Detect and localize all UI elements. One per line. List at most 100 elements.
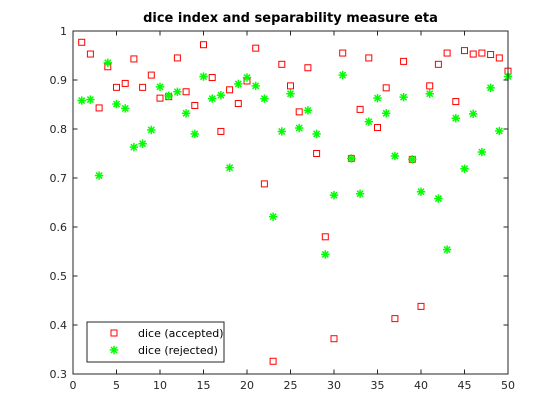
rejected-point — [155, 82, 165, 92]
accepted-point — [487, 51, 495, 59]
rejected-point — [138, 139, 147, 148]
x-tick-label: 50 — [501, 379, 515, 392]
ticks-layer: 0 5 10 15 20 25 30 35 40 45 50 0.3 0.4 0.5 0.6 0.7 0.8 0.… — [50, 25, 516, 392]
rejected-point — [303, 106, 313, 115]
rejected-point — [486, 83, 495, 93]
legend: dice (accepted) dice (rejected) — [86, 321, 225, 363]
x-tick-label: 15 — [197, 379, 211, 392]
accepted-point — [173, 54, 181, 62]
rejected-point — [268, 212, 278, 221]
accepted-point — [269, 357, 277, 365]
rejected-point — [390, 151, 400, 161]
accepted-point — [313, 150, 321, 157]
accepted-point — [321, 233, 329, 241]
accepted-point — [478, 49, 486, 57]
rejected-point — [173, 87, 182, 96]
accepted-point — [113, 83, 120, 91]
rejected-point — [216, 90, 226, 100]
accepted-point — [461, 47, 468, 55]
rejected-point — [112, 99, 121, 109]
x-tick-label: 20 — [240, 379, 254, 392]
accepted-point — [182, 88, 190, 96]
accepted-point — [452, 98, 460, 106]
rejected-point — [364, 117, 373, 126]
y-tick-label: 1 — [60, 25, 67, 38]
x-tick-label: 10 — [153, 379, 167, 392]
legend-label: dice (accepted) — [138, 327, 224, 340]
rejected-point — [416, 187, 426, 196]
rejected-point — [277, 127, 286, 136]
rejected-point — [338, 70, 347, 80]
rejected-point — [129, 142, 139, 152]
rejected-point — [355, 189, 365, 198]
accepted-point — [156, 94, 164, 102]
rejected-point — [295, 123, 304, 133]
accepted-point — [217, 127, 225, 135]
legend-marker-accepted — [110, 329, 118, 337]
rejected-point — [321, 250, 330, 259]
rejected-point — [408, 155, 417, 164]
y-tick-label: 0.4 — [50, 319, 68, 332]
rejected-point — [312, 129, 321, 139]
accepted-point — [391, 315, 399, 323]
y-tick-label: 0.9 — [50, 74, 68, 87]
accepted-point — [443, 49, 451, 57]
accepted-point — [260, 180, 268, 188]
rejected-point — [164, 91, 173, 100]
rejected-point — [373, 93, 382, 103]
accepted-point — [226, 86, 234, 94]
rejected-point — [86, 95, 95, 104]
rejected-point — [495, 126, 504, 136]
rejected-point — [425, 89, 434, 98]
x-tick-label: 35 — [371, 379, 385, 392]
x-tick-label: 25 — [284, 379, 298, 392]
accepted-point — [304, 64, 312, 72]
accepted-point — [86, 50, 94, 58]
rejected-point — [94, 171, 104, 180]
accepted-point — [356, 105, 364, 113]
rejected-point — [434, 194, 443, 203]
legend-label: dice (rejected) — [138, 344, 218, 357]
accepted-point — [295, 108, 303, 116]
rejected-point — [347, 154, 356, 163]
accepted-point — [330, 335, 338, 343]
accepted-point — [469, 50, 477, 58]
x-tick-label: 5 — [113, 379, 120, 392]
accepted-point — [374, 124, 381, 132]
accepted-point — [339, 49, 347, 57]
series-1 — [78, 38, 512, 365]
accepted-point — [191, 101, 199, 109]
x-tick-label: 40 — [414, 379, 428, 392]
accepted-point — [287, 82, 294, 90]
rejected-point — [242, 73, 252, 82]
accepted-point — [234, 100, 242, 108]
rejected-point — [451, 114, 460, 123]
x-tick-label: 30 — [327, 379, 341, 392]
accepted-point — [130, 55, 138, 63]
legend-box — [86, 321, 225, 363]
accepted-point — [400, 57, 408, 65]
accepted-point — [417, 302, 425, 310]
marks-layer — [77, 38, 513, 365]
accepted-point — [382, 84, 390, 92]
rejected-point — [260, 94, 269, 103]
rejected-point — [225, 163, 234, 172]
rejected-point — [147, 125, 156, 135]
rejected-point — [469, 109, 478, 119]
accepted-point — [95, 104, 103, 112]
rejected-point — [477, 147, 487, 157]
rejected-point — [234, 79, 243, 89]
chart-title: dice index and separability measure eta — [143, 11, 438, 26]
accepted-point — [208, 74, 216, 82]
x-tick-label: 45 — [458, 379, 472, 392]
accepted-point — [426, 82, 434, 90]
rejected-point — [181, 109, 191, 118]
series-2 — [77, 58, 513, 259]
rejected-point — [399, 92, 408, 102]
rejected-point — [251, 81, 260, 91]
accepted-point — [495, 54, 503, 62]
accepted-point — [121, 79, 129, 87]
accepted-point — [365, 54, 373, 62]
